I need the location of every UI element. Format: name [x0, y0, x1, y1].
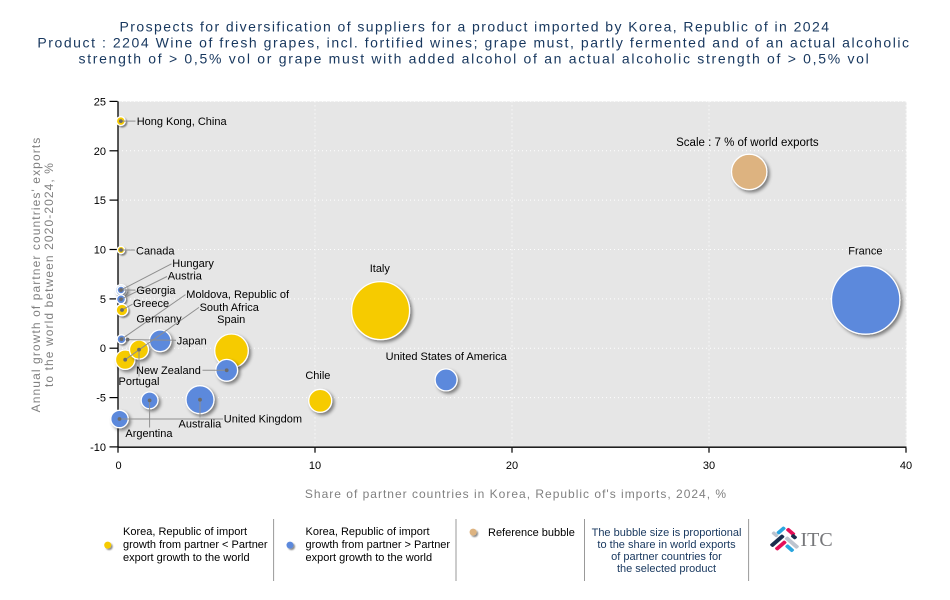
svg-text:export growth to the world: export growth to the world [123, 552, 250, 564]
svg-text:40: 40 [900, 460, 912, 472]
svg-text:Hungary: Hungary [172, 258, 214, 270]
svg-text:New Zealand: New Zealand [136, 365, 201, 377]
svg-text:Portugal: Portugal [119, 376, 160, 388]
svg-text:France: France [848, 246, 882, 258]
svg-text:Georgia: Georgia [136, 285, 176, 297]
svg-text:Share of partner countries in: Share of partner countries in Korea, Rep… [305, 487, 727, 501]
svg-text:Product : 2204 Wine of fresh g: Product : 2204 Wine of fresh grapes, inc… [37, 35, 910, 51]
svg-text:20: 20 [506, 460, 518, 472]
svg-text:the selected product: the selected product [617, 563, 716, 575]
svg-text:0: 0 [100, 343, 106, 355]
svg-text:-5: -5 [96, 393, 106, 405]
svg-text:United States of America: United States of America [386, 351, 508, 363]
svg-text:growth from partner < Partner: growth from partner < Partner [123, 539, 268, 551]
svg-text:Spain: Spain [217, 314, 245, 326]
svg-text:Argentina: Argentina [125, 428, 173, 440]
svg-text:Greece: Greece [133, 298, 169, 310]
svg-text:Austria: Austria [168, 271, 203, 283]
svg-text:Reference bubble: Reference bubble [488, 527, 575, 539]
svg-text:0: 0 [115, 460, 121, 472]
svg-text:Australia: Australia [179, 419, 223, 431]
svg-text:strength of > 0,5% vol or grap: strength of > 0,5% vol or grape must wit… [79, 51, 871, 67]
svg-text:Moldova, Republic of: Moldova, Republic of [186, 289, 290, 301]
svg-text:United Kingdom: United Kingdom [224, 414, 302, 426]
svg-text:15: 15 [94, 195, 106, 207]
svg-text:South Africa: South Africa [200, 302, 260, 314]
svg-text:Scale : 7 % of world exports: Scale : 7 % of world exports [676, 137, 819, 149]
svg-text:Hong Kong, China: Hong Kong, China [137, 116, 228, 128]
svg-text:Korea, Republic of import: Korea, Republic of import [123, 526, 247, 538]
svg-text:Annual growth of partner count: Annual growth of partner countries' expo… [29, 137, 43, 413]
svg-text:20: 20 [94, 146, 106, 158]
svg-text:25: 25 [94, 96, 106, 108]
svg-text:30: 30 [703, 460, 715, 472]
svg-text:growth from partner > Partner: growth from partner > Partner [306, 539, 451, 551]
svg-text:Italy: Italy [370, 263, 391, 275]
svg-text:to the world between 2020-2024: to the world between 2020-2024, % [42, 162, 56, 387]
svg-text:10: 10 [94, 245, 106, 257]
svg-text:Germany: Germany [136, 314, 182, 326]
svg-text:Japan: Japan [177, 335, 207, 347]
svg-text:10: 10 [309, 460, 321, 472]
svg-text:Chile: Chile [305, 370, 330, 382]
svg-text:5: 5 [100, 294, 106, 306]
svg-text:Prospects for diversification: Prospects for diversification of supplie… [120, 19, 831, 35]
svg-text:export growth to the world: export growth to the world [306, 552, 433, 564]
svg-text:Korea, Republic of import: Korea, Republic of import [306, 526, 430, 538]
svg-text:to the share in world exports: to the share in world exports [597, 539, 736, 551]
svg-text:of partner countries for: of partner countries for [611, 551, 722, 563]
svg-text:ITC: ITC [801, 529, 833, 551]
svg-text:-10: -10 [90, 442, 106, 454]
svg-text:Canada: Canada [136, 245, 175, 257]
svg-text:The bubble size is proportiona: The bubble size is proportional [592, 527, 742, 539]
